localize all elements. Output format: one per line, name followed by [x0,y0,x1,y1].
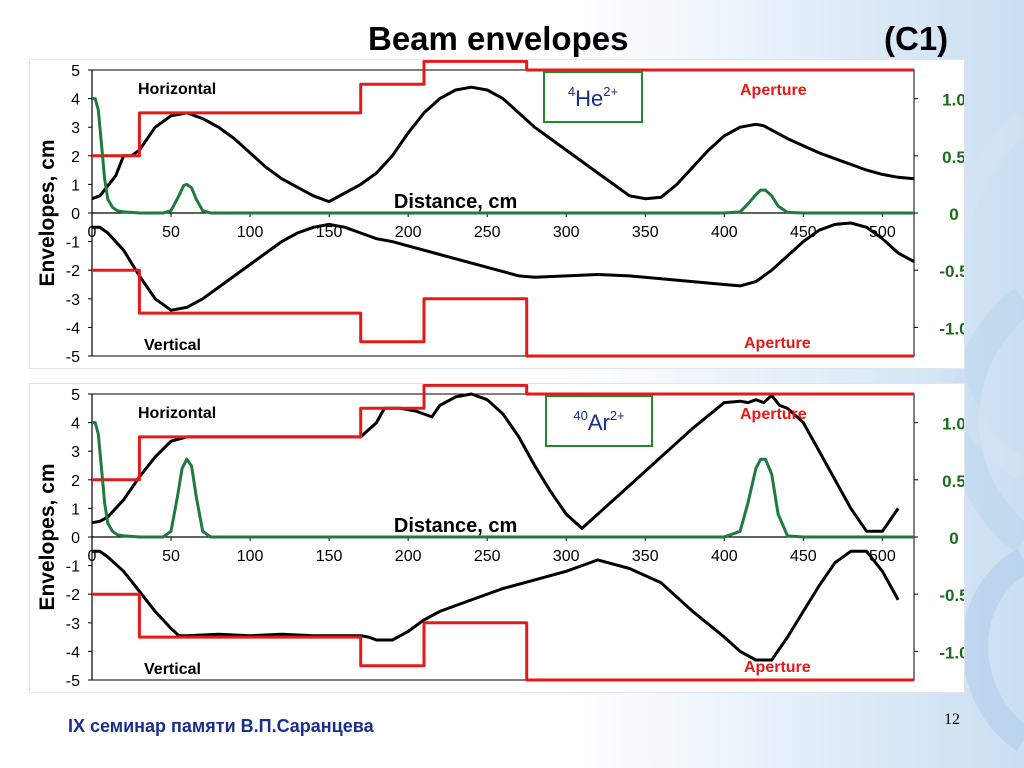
ion-symbol: Ar [588,410,610,435]
horizontal-label: Horizontal [138,81,216,98]
x-tick-label: 100 [237,224,264,241]
x-tick-label: 150 [316,548,343,565]
aperture-negative-series [92,268,914,358]
y2-tick-label: -1.0 [939,319,964,338]
y-tick-label: -5 [66,673,80,690]
y-axis-label: Envelopes, cm [36,139,59,286]
x-tick-label: 400 [711,548,738,565]
y2-tick-label: 1.0 [942,415,964,434]
x-tick-label: 350 [632,224,659,241]
horizontal-series [91,85,915,204]
y-tick-label: -2 [66,263,80,280]
y-tick-label: 4 [71,416,80,433]
vertical-series [92,549,900,662]
ion-mass: 40 [573,408,587,423]
x-tick-label: 0 [88,224,97,241]
x-tick-label: 500 [869,548,896,565]
y2-tick-label: 0.5 [942,148,964,167]
x-axis-label: Distance, cm [394,191,517,213]
y-tick-label: -4 [66,320,80,337]
aperture-negative-series [92,592,914,682]
aperture-series [92,383,914,482]
y-tick-label: 0 [71,206,80,223]
chart-panel-ar: 5 4 3 2 1 0 -1 -2 -3 -4 -5 0 50 100 150 200 250 300 350 400… [30,383,977,692]
y-axis-label: Envelopes, cm [36,463,59,610]
y-tick-label: -5 [66,349,80,366]
ion-charge: 2+ [603,84,618,99]
x-tick-label: 350 [632,548,659,565]
x-tick-label: 200 [395,224,422,241]
x-tick-label: 100 [237,548,264,565]
x-tick-label: 250 [474,224,501,241]
x-tick-label: 150 [316,224,343,241]
y-tick-label: 3 [71,120,80,137]
x-tick-label: 50 [162,548,180,565]
x-tick-label: 450 [790,224,817,241]
y-tick-label: -3 [66,616,80,633]
y2-tick-label: -0.5 [939,586,964,605]
slide-title: Beam envelopes [368,20,629,57]
y2-tick-label: 0 [949,205,958,224]
y2-tick-label: -0.5 [939,262,964,281]
vertical-label: Vertical [144,337,201,354]
y-tick-label: 5 [71,387,80,404]
y-tick-label: 5 [71,63,80,80]
y-tick-label: 2 [71,473,80,490]
aperture-label-top: Aperture [740,82,807,99]
x-tick-label: 400 [711,224,738,241]
y-tick-label: -1 [66,235,80,252]
y2-axis-label: Bz, T [961,184,964,218]
x-tick-label: 50 [162,224,180,241]
vertical-label: Vertical [144,661,201,678]
y2-tick-label: 0 [949,529,958,548]
ion-mass: 4 [568,84,575,99]
aperture-label-top: Aperture [740,406,807,423]
vertical-series [92,221,915,312]
x-tick-label: 300 [553,548,580,565]
bz-series [92,421,914,539]
y-tick-label: 1 [71,177,80,194]
y2-tick-label: 0.5 [942,472,964,491]
ion-symbol: He [575,86,603,111]
ion-label-box [543,71,643,123]
y-tick-label: 1 [71,501,80,518]
x-tick-label: 200 [395,548,422,565]
y-tick-label: 2 [71,149,80,166]
y2-tick-label: 1.0 [942,91,964,110]
bz-series [92,97,914,215]
y-tick-label: -2 [66,587,80,604]
x-tick-label: 300 [553,224,580,241]
ion-label-box [545,395,653,447]
y2-axis-label: Bz, T [961,508,964,542]
aperture-label-bottom: Aperture [744,659,811,676]
y-tick-label: 0 [71,530,80,547]
x-axis-label: Distance, cm [394,515,517,537]
x-tick-label: 500 [869,224,896,241]
ion-label: 4He2+ [568,84,618,111]
horizontal-label: Horizontal [138,405,216,422]
aperture-series [92,59,914,158]
ion-charge: 2+ [610,408,625,423]
y-tick-label: -4 [66,644,80,661]
x-tick-label: 0 [88,548,97,565]
y-tick-label: 3 [71,444,80,461]
y-tick-label: -3 [66,292,80,309]
chart-panel-he: 5 4 3 2 1 0 -1 -2 -3 -4 -5 0 50 100 150 200 250 300 350 400… [30,59,977,368]
y-tick-label: -1 [66,559,80,576]
footer-text: IX семинар памяти В.П.Саранцева [68,716,374,736]
aperture-label-bottom: Aperture [744,335,811,352]
x-tick-label: 250 [474,548,501,565]
y2-tick-label: -1.0 [939,643,964,662]
y-tick-label: 4 [71,92,80,109]
ion-label: 40Ar2+ [573,408,624,435]
page-number: 12 [944,711,960,728]
slide-tag: (C1) [884,20,949,57]
x-tick-label: 450 [790,548,817,565]
